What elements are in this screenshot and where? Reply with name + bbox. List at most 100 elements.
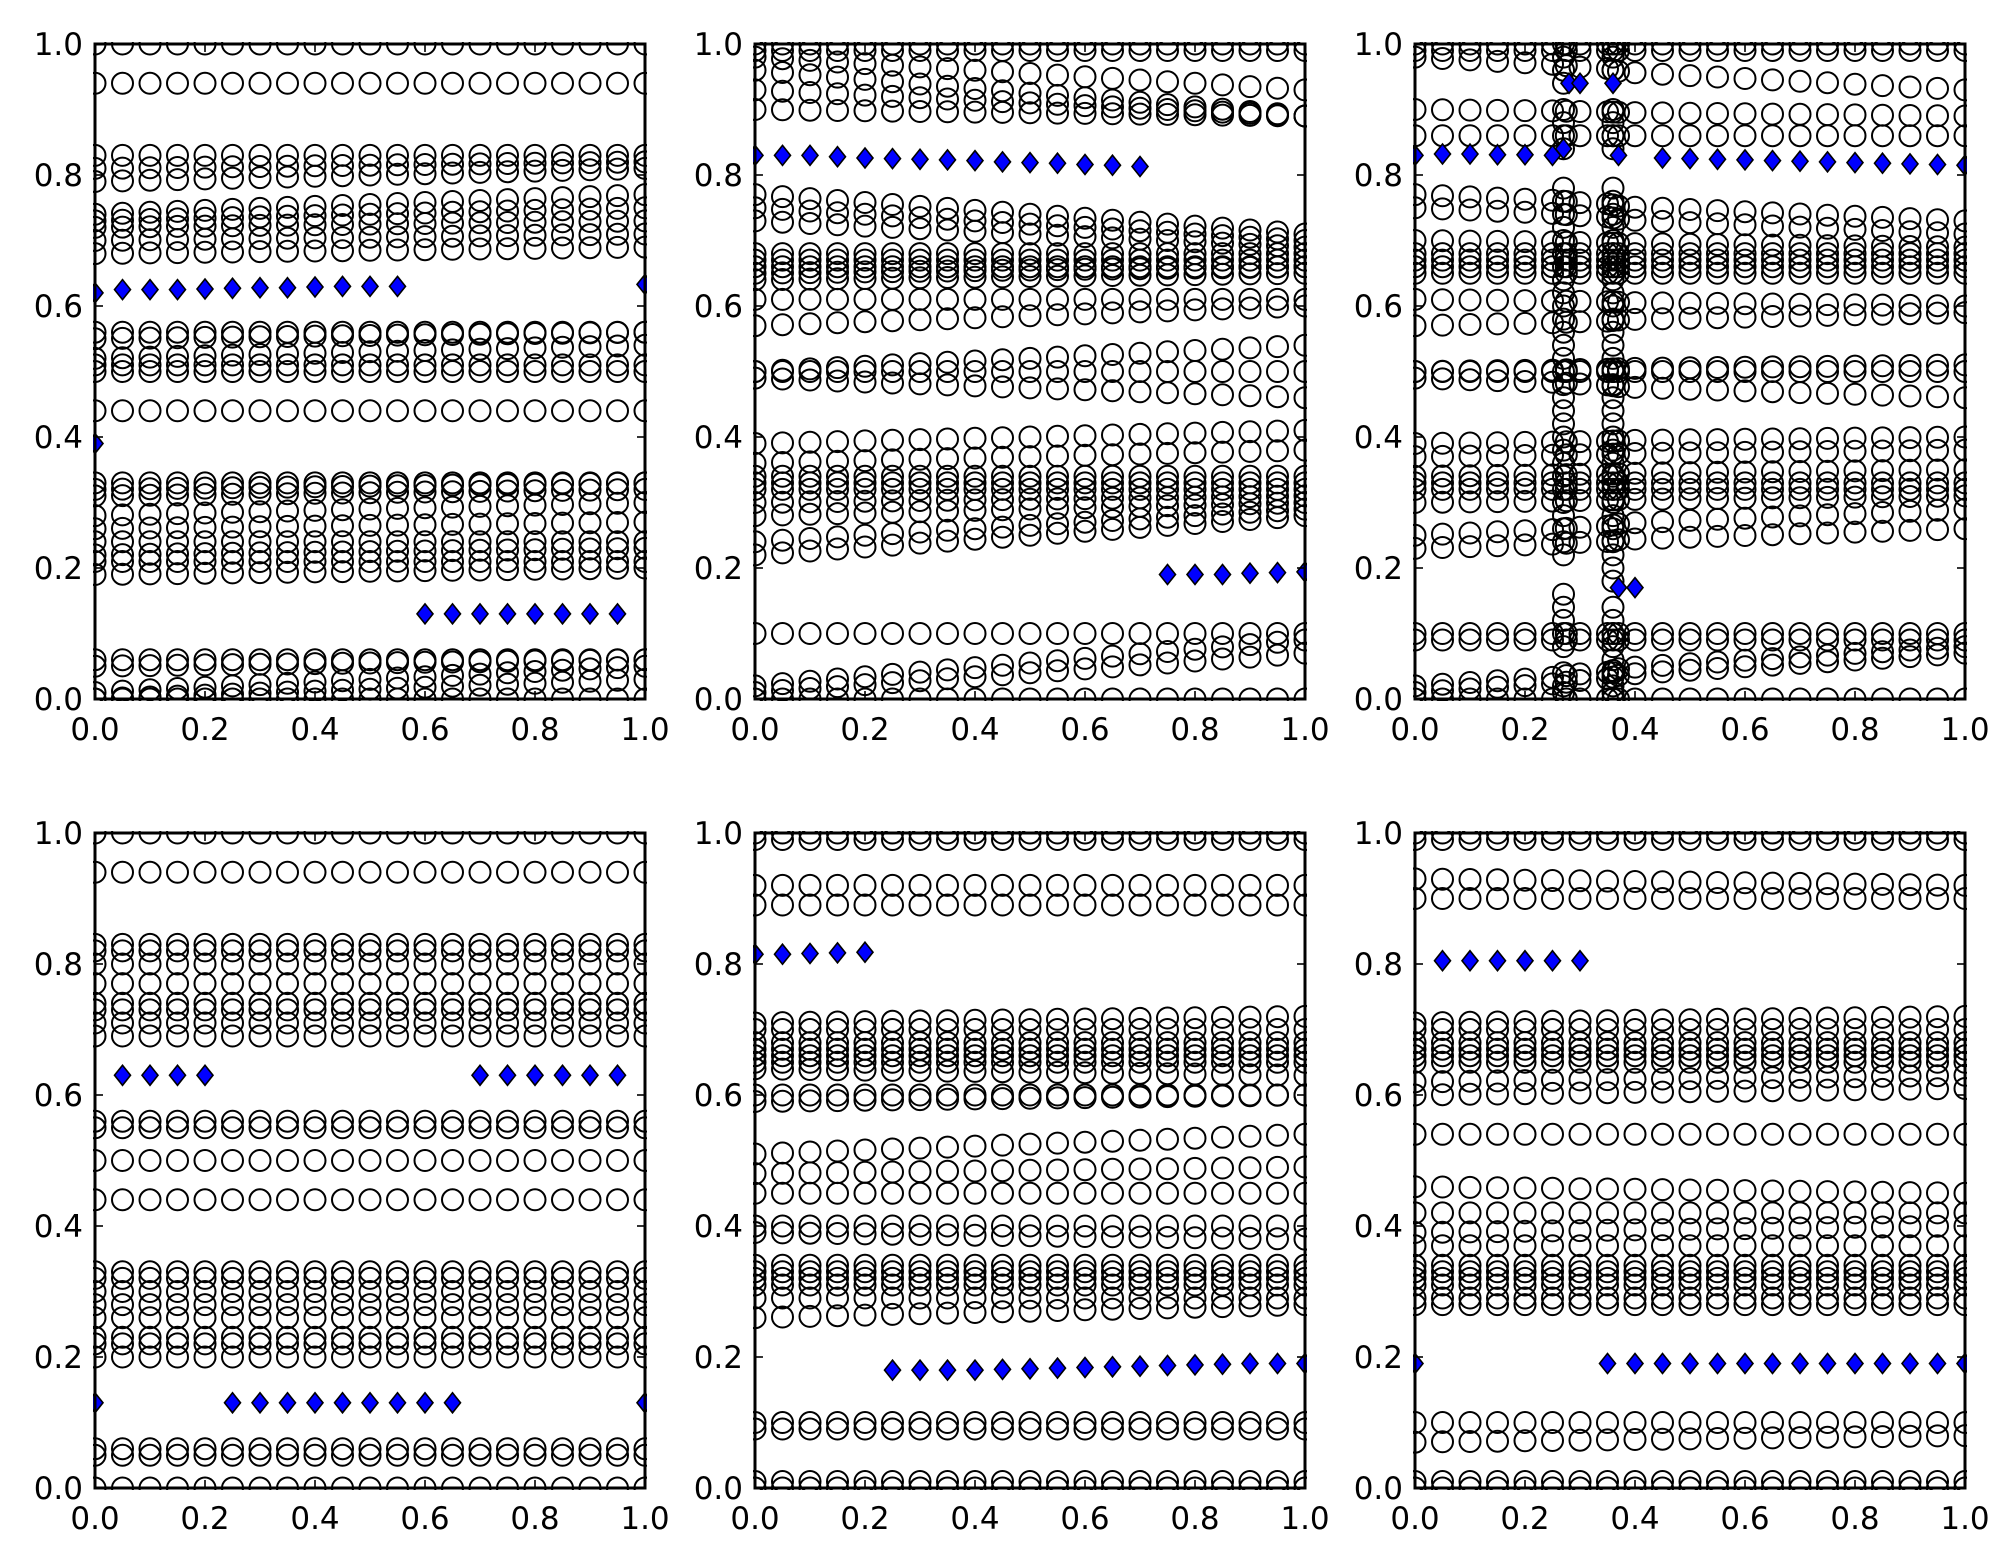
circle-point	[1541, 869, 1564, 892]
circle-point	[1073, 471, 1097, 495]
circle-point	[358, 212, 382, 236]
diamond-point	[525, 1064, 545, 1087]
circle-point	[1266, 893, 1289, 917]
circle-point	[358, 1437, 382, 1461]
circle-point	[1552, 595, 1575, 619]
circle-point	[1238, 360, 1262, 383]
circle-point	[826, 1050, 849, 1074]
circle-point	[1651, 307, 1674, 331]
circle-point	[248, 240, 272, 264]
circle-point	[441, 161, 464, 185]
circle-point	[221, 530, 244, 554]
circle-point	[853, 523, 877, 547]
circle-point	[1761, 1286, 1784, 1310]
circle-point	[606, 537, 629, 561]
diamond-point	[1075, 1356, 1095, 1379]
circle-point	[991, 498, 1014, 522]
circle-point	[1568, 1293, 1592, 1317]
circle-point	[1596, 1293, 1619, 1317]
circle-point	[1431, 313, 1454, 337]
circle-point	[1101, 471, 1124, 495]
circle-point	[1018, 1132, 1042, 1156]
circle-point	[1183, 1126, 1207, 1150]
circle-point	[1486, 248, 1509, 272]
circle-point	[1871, 242, 1894, 266]
circle-point	[1678, 658, 1702, 682]
circle-point	[1843, 1470, 1867, 1490]
circle-point	[826, 369, 849, 393]
circle-point	[1761, 255, 1784, 279]
circle-point	[1568, 489, 1592, 512]
circle-point	[1761, 1253, 1784, 1277]
circle-point	[798, 1214, 822, 1238]
circle-point	[1568, 372, 1592, 396]
circle-point	[1651, 248, 1674, 272]
circle-point	[248, 1293, 272, 1317]
circle-point	[1678, 360, 1702, 383]
circle-point	[1486, 1286, 1509, 1310]
circle-point	[1706, 471, 1729, 495]
circle-point	[468, 538, 492, 562]
circle-point	[1073, 1253, 1097, 1277]
x-tick-label: 0.4	[290, 712, 339, 748]
circle-point	[1568, 622, 1592, 645]
circle-point	[1898, 471, 1922, 495]
circle-point	[303, 952, 327, 976]
circle-point	[1513, 187, 1537, 211]
circle-point	[1128, 1037, 1152, 1061]
circle-point	[523, 1011, 547, 1035]
circle-point	[1898, 207, 1922, 231]
circle-point	[221, 1280, 244, 1303]
circle-point	[853, 255, 877, 279]
circle-point	[276, 550, 299, 573]
circle-point	[853, 1411, 877, 1434]
circle-point	[991, 488, 1014, 512]
circle-point	[386, 1443, 409, 1467]
circle-point	[1211, 383, 1234, 407]
circle-point	[221, 1437, 244, 1461]
circle-point	[1706, 657, 1729, 680]
circle-point	[826, 831, 849, 851]
circle-point	[963, 1470, 987, 1490]
circle-point	[881, 42, 904, 62]
circle-point	[1816, 1031, 1839, 1055]
circle-point	[853, 354, 877, 378]
circle-point	[881, 193, 904, 216]
circle-point	[1623, 628, 1647, 652]
diamond-point	[333, 1391, 352, 1415]
circle-point	[1183, 1411, 1207, 1434]
x-tick-label: 0.6	[1720, 712, 1769, 748]
circle-point	[1761, 628, 1784, 652]
circle-point	[1552, 307, 1575, 331]
circle-point	[881, 873, 904, 897]
circle-point	[441, 512, 464, 536]
circle-point	[1596, 1266, 1619, 1290]
circle-point	[1128, 68, 1152, 92]
circle-point	[1073, 215, 1097, 239]
circle-point	[1073, 657, 1097, 681]
circle-point	[276, 652, 299, 676]
circle-point	[606, 157, 629, 181]
circle-point	[1046, 92, 1069, 116]
circle-point	[1183, 1470, 1207, 1490]
circle-point	[1156, 622, 1179, 645]
circle-point	[1128, 287, 1152, 311]
circle-point	[1843, 1031, 1867, 1055]
circle-point	[1871, 383, 1894, 407]
circle-point	[1018, 1031, 1042, 1055]
circle-point	[1431, 184, 1454, 208]
circle-point	[1128, 96, 1152, 120]
circle-point	[1238, 873, 1262, 897]
circle-point	[1678, 870, 1702, 894]
circle-point	[468, 952, 492, 976]
circle-point	[1816, 203, 1839, 227]
circle-point	[166, 860, 189, 884]
circle-point	[826, 42, 849, 62]
circle-point	[1238, 1031, 1262, 1055]
diamond-point	[1020, 151, 1040, 174]
circle-point	[221, 1443, 244, 1467]
circle-point	[1101, 486, 1124, 510]
circle-point	[303, 972, 327, 996]
circle-point	[578, 197, 602, 221]
circle-point	[1073, 1298, 1097, 1322]
